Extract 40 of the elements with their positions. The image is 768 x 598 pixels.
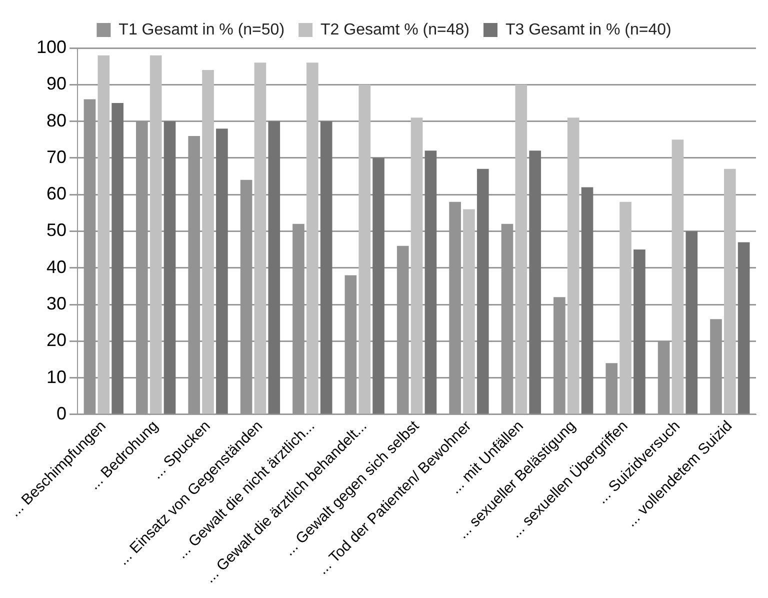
bar: [216, 128, 228, 414]
bar: [724, 168, 736, 414]
bar: [476, 168, 489, 414]
bar: [306, 62, 318, 414]
bar: [202, 70, 214, 414]
bar: [463, 209, 475, 414]
bar: [254, 62, 266, 414]
bar: [98, 55, 110, 414]
bar: [515, 84, 528, 414]
bar: [320, 121, 332, 414]
legend-label: T2 Gesamt % (n=48): [320, 21, 470, 38]
bar: [581, 187, 594, 414]
bar: [672, 140, 684, 414]
legend-label: T3 Gesamt in % (n=40): [505, 21, 672, 38]
y-tick-label: 10: [46, 366, 67, 387]
bar: [372, 158, 384, 414]
bar: [620, 202, 632, 414]
y-tick-label: 50: [46, 220, 67, 240]
bar: [634, 250, 646, 414]
y-tick-label: 30: [46, 293, 67, 314]
bar: [738, 242, 750, 414]
bar: [112, 102, 124, 414]
legend-label: T1 Gesamt in % (n=50): [118, 21, 285, 38]
bar: [150, 55, 162, 414]
y-tick-label: 60: [46, 184, 67, 204]
y-tick-label: 40: [46, 256, 67, 277]
bar: [529, 150, 541, 414]
y-tick-label: 80: [46, 110, 67, 130]
bar: [567, 118, 580, 414]
bar: [686, 231, 698, 414]
y-tick-label: 90: [46, 74, 67, 94]
y-tick-label: 100: [36, 36, 67, 57]
bar: [268, 121, 280, 414]
y-tick-label: 70: [46, 146, 67, 167]
bar: [164, 121, 176, 414]
y-tick-label: 0: [56, 403, 67, 424]
bar: [358, 84, 370, 414]
bar: [424, 150, 437, 414]
y-tick-label: 20: [46, 330, 67, 350]
bar: [410, 118, 423, 414]
